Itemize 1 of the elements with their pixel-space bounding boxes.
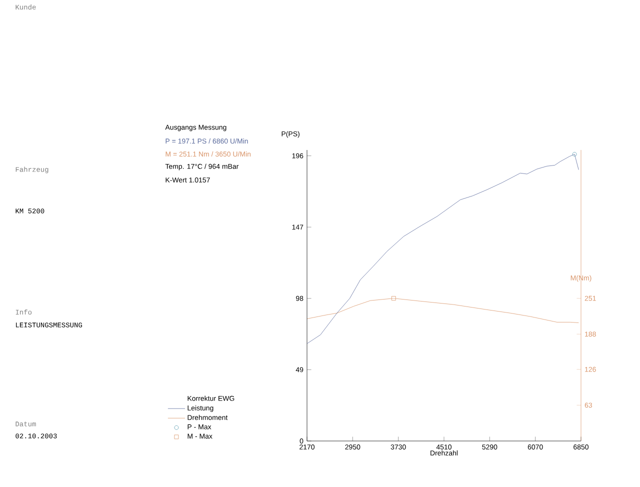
line-series	[307, 298, 579, 323]
